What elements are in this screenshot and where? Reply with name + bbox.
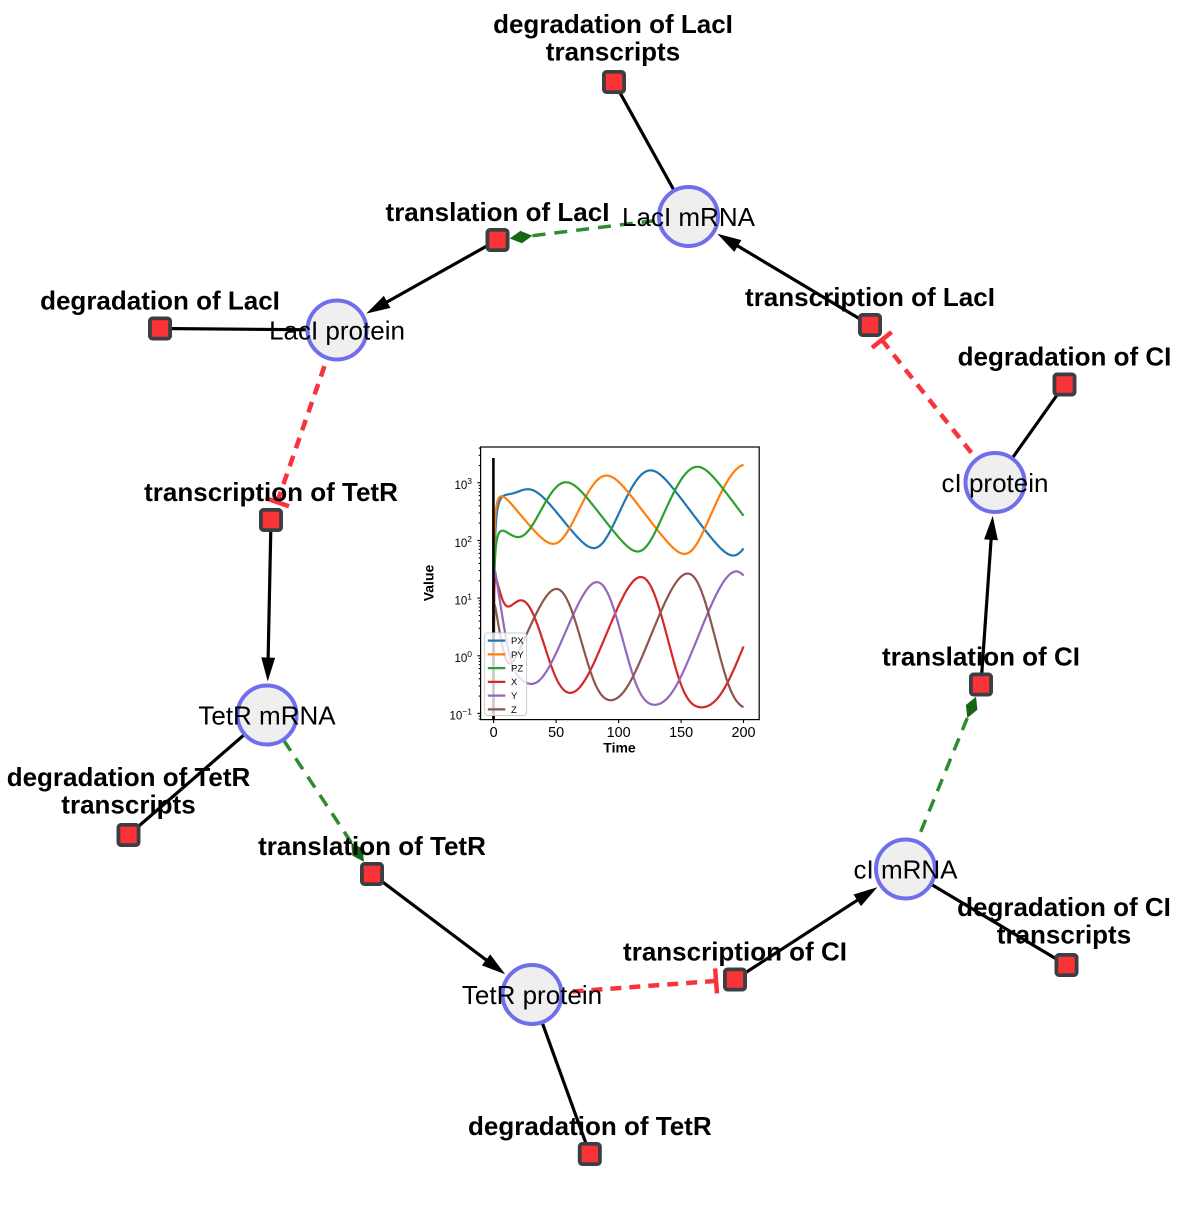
svg-text:degradation of CI: degradation of CI [957,892,1171,922]
svg-text:degradation of TetR: degradation of TetR [7,762,251,792]
svg-text:X: X [511,677,518,688]
svg-text:PZ: PZ [511,664,523,675]
svg-text:cI protein: cI protein [942,468,1049,498]
svg-text:103: 103 [454,476,472,492]
svg-text:Value: Value [421,565,437,602]
svg-text:LacI protein: LacI protein [269,316,405,346]
svg-text:Time: Time [603,740,636,756]
svg-text:Z: Z [511,705,517,716]
svg-text:degradation of LacI: degradation of LacI [493,9,733,39]
svg-text:0: 0 [490,725,498,741]
svg-text:transcripts: transcripts [997,920,1131,950]
svg-text:transcripts: transcripts [61,790,195,820]
svg-text:102: 102 [454,534,472,550]
svg-text:translation of LacI: translation of LacI [386,197,610,227]
svg-text:degradation of CI: degradation of CI [958,342,1172,372]
svg-text:transcription of TetR: transcription of TetR [144,477,398,507]
svg-text:10−1: 10−1 [450,707,473,723]
svg-text:TetR mRNA: TetR mRNA [198,701,336,731]
svg-text:Y: Y [511,691,518,702]
svg-text:50: 50 [548,725,564,741]
svg-text:PX: PX [511,636,524,647]
svg-text:translation of TetR: translation of TetR [258,831,486,861]
svg-text:101: 101 [454,591,472,607]
svg-text:degradation of LacI: degradation of LacI [40,286,280,316]
svg-text:transcripts: transcripts [546,37,680,67]
svg-text:translation of CI: translation of CI [882,642,1080,672]
svg-text:200: 200 [731,725,755,741]
svg-text:transcription of CI: transcription of CI [623,937,847,967]
svg-text:transcription of LacI: transcription of LacI [745,282,995,312]
svg-text:degradation of TetR: degradation of TetR [468,1111,712,1141]
svg-text:PY: PY [511,650,524,661]
svg-text:cI mRNA: cI mRNA [854,855,959,885]
svg-text:TetR protein: TetR protein [462,980,602,1010]
svg-text:150: 150 [669,725,693,741]
svg-text:LacI mRNA: LacI mRNA [622,202,756,232]
svg-text:100: 100 [454,649,472,665]
svg-text:100: 100 [607,725,631,741]
